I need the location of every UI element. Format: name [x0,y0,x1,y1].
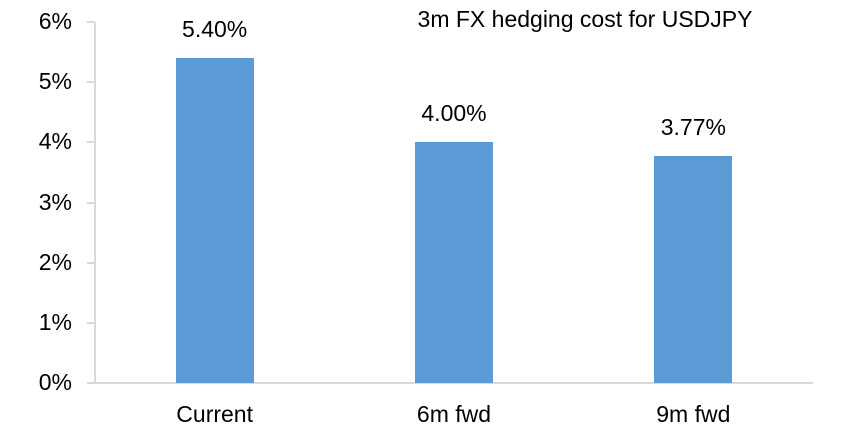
y-tick-label: 2% [38,248,72,275]
y-tick-label: 5% [38,68,72,95]
y-tick-label: 3% [38,188,72,215]
y-tick-label: 6% [38,8,72,34]
chart-title: 3m FX hedging cost for USDJPY [417,6,753,32]
y-tick-label: 1% [38,308,72,335]
category-label-9m-fwd: 9m fwd [656,401,731,427]
y-tick-mark [87,321,95,324]
y-tick-mark [87,201,95,204]
value-label-current: 5.40% [182,16,248,43]
y-tick-label: 0% [38,369,72,395]
bar-6m-fwd [415,142,493,383]
y-tick-mark [87,382,95,384]
value-label-9m-fwd: 3.77% [660,114,726,141]
category-label-current: Current [176,401,253,427]
value-label-6m-fwd: 4.00% [421,100,487,127]
bar-current [175,58,254,383]
y-axis-line [94,22,96,383]
category-label-6m-fwd: 6m fwd [416,401,492,427]
y-tick-mark [87,141,95,144]
y-tick-mark [87,261,95,264]
x-axis-line [87,382,813,384]
bar-9m-fwd [654,156,733,383]
y-tick-label: 4% [38,128,72,155]
y-tick-mark [87,81,95,84]
y-tick-mark [87,21,95,23]
